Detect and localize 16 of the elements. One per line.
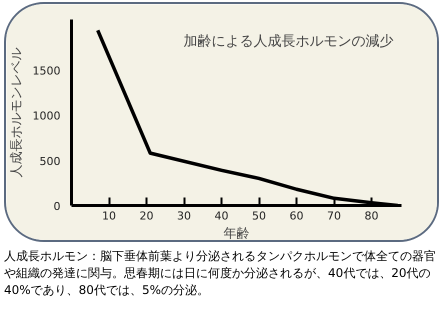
x-tick-label: 60 bbox=[290, 210, 304, 222]
text: 加齢による人成長ホルモンの減少 bbox=[184, 34, 394, 50]
x-tick-label: 10 bbox=[102, 210, 116, 222]
x-tick-label: 70 bbox=[327, 210, 341, 222]
x-tick-label: 80 bbox=[364, 210, 378, 222]
y-tick-label: 0 bbox=[54, 200, 60, 213]
x-axis-title: 年齢 bbox=[224, 226, 250, 242]
x-tick-label: 40 bbox=[214, 210, 228, 222]
x-tick-label: 20 bbox=[140, 210, 154, 222]
y-tick-label: 1000 bbox=[32, 110, 61, 123]
text: 人成長ホルモン：脳下垂体前葉より分泌されるタンパクホルモンで体全ての器官や組織の発達に関与。思春期には日に何度か分泌されるが、40代では、20代の40%であり、80代では、5%の分泌。 bbox=[4, 248, 437, 299]
y-tick-label: 500 bbox=[40, 154, 61, 168]
x-tick-label: 30 bbox=[177, 210, 191, 222]
y-tick-label: 1500 bbox=[32, 64, 61, 78]
y-axis-title: 人成長ホルモンレベル bbox=[10, 48, 25, 178]
x-tick-label: 50 bbox=[252, 210, 266, 222]
